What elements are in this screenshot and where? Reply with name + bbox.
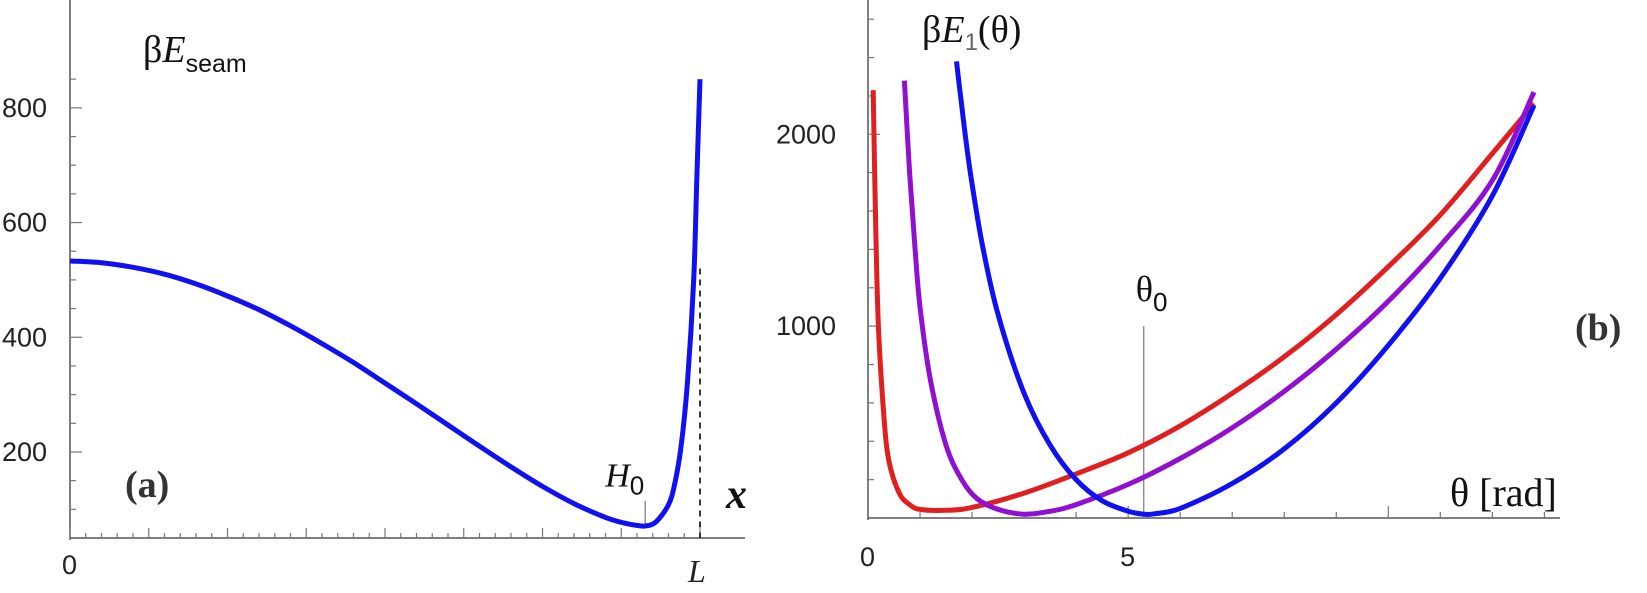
panel-a-y-tick-label: 600 (2, 208, 47, 238)
panel-b-x-tick-label: 0 (860, 542, 875, 572)
panel-b-xlabel: θ [rad] (1450, 470, 1557, 515)
panel-b-series-line-3 (954, 61, 1537, 517)
panel-a-y-tick-label: 200 (2, 437, 47, 467)
panel-b-x-tick-label: 5 (1120, 542, 1135, 572)
panel-a-x-tick-label-0: 0 (62, 550, 77, 580)
panel-b-y-ticks: 1000 2000 (776, 18, 880, 481)
panel-a-h0-label: H0 (604, 457, 644, 500)
panel-b-ylabel: βE1(θ) (922, 9, 1021, 56)
panel-a-xlabel: x (725, 472, 747, 518)
panel-b-theta0-label: θ0 (1136, 269, 1168, 317)
panel-b-series-line-1 (870, 90, 1536, 513)
panel-a-ylabel: βEseam (143, 29, 247, 78)
panel-b-label: (b) (1575, 307, 1621, 349)
panel-a-x-tick-label-L: L (687, 553, 706, 589)
panel-b-series-line-2 (901, 80, 1537, 517)
panel-a-label: (a) (125, 464, 169, 506)
panel-a-y-ticks: 200 400 600 800 (2, 78, 82, 510)
panel-a-y-tick-label: 400 (2, 322, 47, 352)
panel-a-y-tick-label: 800 (2, 93, 47, 123)
panel-a-series-line (69, 79, 703, 529)
panel-b-series (870, 61, 1537, 517)
panel-b-y-tick-label: 1000 (776, 311, 836, 341)
panel-b-y-tick-label: 2000 (776, 119, 836, 149)
